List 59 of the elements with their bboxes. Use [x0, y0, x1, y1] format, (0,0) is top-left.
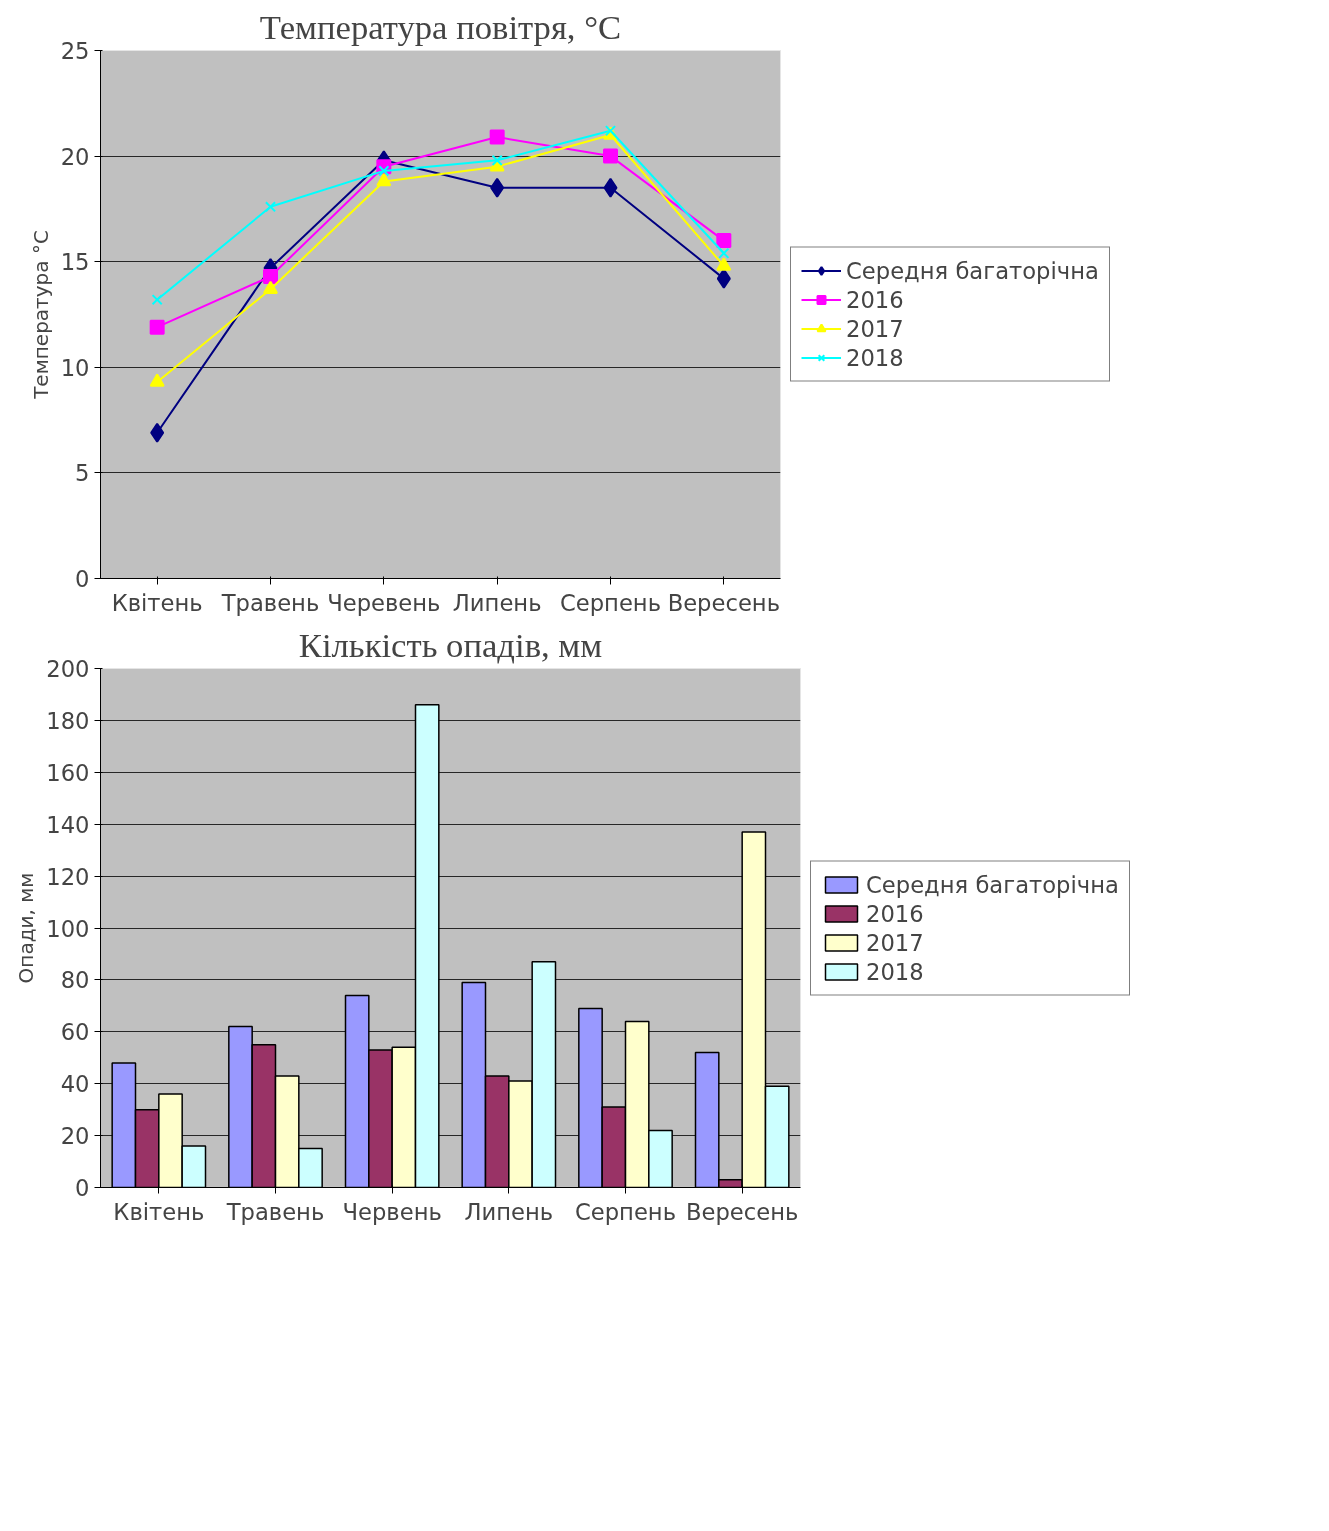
point [489, 129, 505, 145]
x-tick-label: Червень [342, 1198, 442, 1225]
point [149, 373, 165, 387]
y-tick-label: 160 [46, 759, 90, 786]
y-tick-label: 140 [46, 811, 90, 838]
point [716, 233, 732, 249]
point [264, 201, 277, 213]
x-tick-label: Травень [225, 1198, 325, 1225]
x-tick-label: Квітень [113, 1198, 205, 1225]
point [716, 257, 732, 271]
x-tick-label: Липень [452, 589, 542, 616]
point [150, 422, 165, 443]
x-tick-label: Серпень [574, 1198, 677, 1225]
y-tick-label: 60 [60, 1019, 90, 1046]
y-tick-label: 120 [46, 863, 90, 890]
y-tick-label: 80 [60, 967, 90, 994]
point [149, 319, 165, 335]
point [718, 247, 730, 259]
x-tick-label: Черевень [327, 589, 441, 616]
legend-label: 2017 [846, 315, 904, 342]
legend-label: 2018 [866, 958, 924, 984]
y-axis-title: Опади, мм [14, 872, 39, 984]
y-tick-label: 100 [46, 915, 90, 942]
x-tick-label: Травень [220, 589, 320, 616]
y-tick-label: 5 [75, 460, 90, 487]
y-tick-label: 180 [46, 707, 90, 734]
y-tick-label: 40 [60, 1071, 90, 1098]
point [378, 165, 390, 177]
point [376, 172, 392, 187]
legend-label: 2017 [866, 929, 924, 955]
point [716, 268, 731, 289]
y-tick-label: 20 [60, 1123, 90, 1150]
x-tick-label: Квітень [111, 589, 203, 616]
legend-label: 2016 [846, 286, 904, 313]
point [263, 280, 278, 294]
y-axis-title: Температура °C [28, 230, 53, 400]
point [603, 177, 618, 198]
legend-label: 2016 [866, 900, 924, 926]
y-tick-label: 20 [60, 143, 90, 170]
x-tick-label: Вересень [685, 1198, 799, 1225]
x-tick-label: Липень [464, 1198, 554, 1225]
x-tick-label: Вересень [667, 589, 781, 616]
point [263, 268, 278, 284]
y-tick-label: 10 [60, 354, 90, 381]
y-tick-label: 0 [75, 1175, 90, 1201]
legend-label: Середня багаторічна [866, 871, 1119, 897]
y-tick-label: 0 [75, 566, 90, 592]
point [490, 177, 505, 198]
chart-title: Температура повітря, °C [259, 7, 622, 46]
y-tick-label: 200 [46, 656, 90, 682]
y-tick-label: 15 [60, 249, 90, 276]
point [491, 154, 503, 166]
point [151, 294, 163, 306]
legend-label: Середня багаторічна [846, 257, 1099, 284]
chart-title: Кількість опадів, мм [298, 625, 603, 664]
point [603, 148, 618, 164]
legend-label: 2018 [846, 344, 904, 371]
x-tick-label: Серпень [559, 589, 662, 616]
y-tick-label: 25 [60, 38, 90, 64]
